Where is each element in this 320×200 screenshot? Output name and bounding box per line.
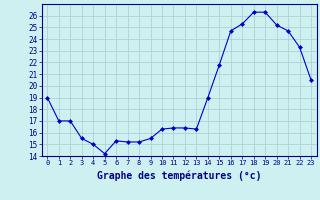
X-axis label: Graphe des températures (°c): Graphe des températures (°c) [97, 170, 261, 181]
